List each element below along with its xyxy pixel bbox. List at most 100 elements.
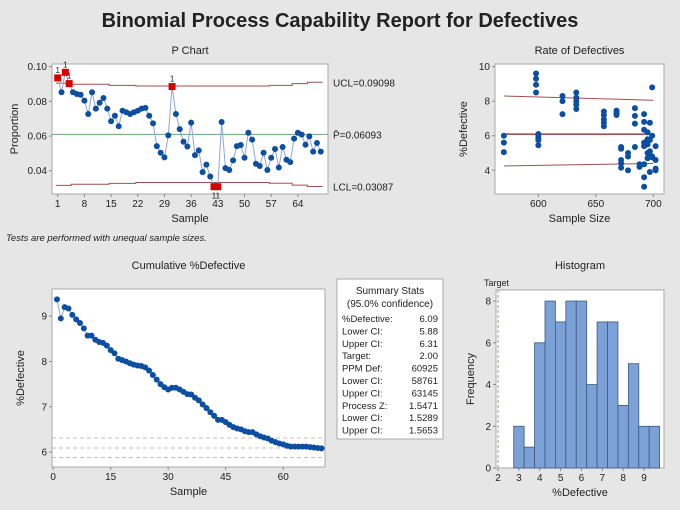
data-point [76,319,83,326]
data-point [600,111,607,118]
summary-row-value: 6.09 [420,314,439,325]
data-point [279,143,286,150]
x-tick-label: 9 [641,473,647,484]
summary-row-value: 63145 [412,388,438,399]
test-failure-label: 1 [55,66,60,75]
data-point [641,183,648,190]
data-point [636,163,643,170]
data-point [535,142,542,149]
data-point [207,173,214,180]
data-point [191,152,198,159]
y-axis-label: %Defective [458,101,470,157]
x-axis-label: Sample [170,486,207,498]
x-tick-label: 650 [587,199,604,210]
out-of-control-point [61,68,69,76]
summary-row-value: 6.31 [420,339,439,350]
data-point [652,167,659,174]
data-point [157,149,164,156]
data-point [100,95,107,102]
data-point [625,153,632,160]
data-point [58,89,65,96]
x-tick-label: 60 [278,472,290,483]
data-point [264,167,271,174]
data-point [559,92,566,99]
y-axis-label: Frequency [465,353,477,405]
x-tick-label: 30 [163,472,175,483]
data-point [226,167,233,174]
data-point [85,110,92,117]
cumulative-chart: Cumulative %Defective Sample %Defective 0 15… [15,260,326,498]
data-point [641,118,648,125]
data-point [80,325,87,332]
y-tick-label: 0.08 [28,97,48,108]
y-tick-label: 8 [484,97,490,108]
data-point [500,139,507,146]
out-of-control-point [168,83,176,91]
rate-chart: Rate of Defectives Sample Size %Defective 6… [458,45,665,225]
plot-area [494,63,665,195]
summary-title: Summary Stats [356,286,424,297]
data-point [631,120,638,127]
lcl-line [55,182,323,188]
data-point [559,98,566,105]
data-point [631,143,638,150]
data-point [146,112,153,119]
y-tick-label: 8 [485,297,491,308]
summary-stats-box: Summary Stats (95.0% confidence) %Defect… [336,278,444,440]
data-point [646,119,653,126]
data-point [652,156,659,163]
data-point [600,123,607,130]
data-point [533,70,540,77]
summary-row-label: Upper CI: [342,388,383,399]
data-point [184,143,191,150]
data-point [249,136,256,143]
lcl-label: LCL=0.03087 [333,183,394,194]
chart-title: P Chart [171,45,208,57]
data-point [287,159,294,166]
data-point [625,167,632,174]
data-point [535,137,542,144]
data-point [165,132,172,139]
histogram-bar [627,363,640,469]
data-point [500,132,507,139]
data-point [256,163,263,170]
data-point [268,154,275,161]
chart-title: Rate of Defectives [535,45,625,57]
y-tick-label: 10 [479,62,491,73]
x-tick-label: 7 [600,473,606,484]
data-point [313,139,320,146]
x-tick-label: 45 [220,472,232,483]
histogram-bar [544,300,556,469]
data-line [57,70,322,188]
data-point [108,118,115,125]
y-tick-label: 0 [485,464,491,475]
data-point [618,145,625,152]
data-point [92,105,99,112]
data-point [211,412,218,419]
data-point [69,311,76,318]
histogram-bar [534,342,546,469]
data-point [298,131,305,138]
y-tick-label: 7 [41,402,47,413]
summary-row-value: 1.5289 [409,413,438,424]
data-point [89,89,96,96]
x-tick-label: 6 [579,473,585,484]
histogram-bar [617,404,629,469]
test-failure-label: 1 [216,192,221,201]
data-point [631,112,638,119]
out-of-control-point [214,183,222,191]
data-point [500,149,507,156]
test-failure-label: 1 [170,75,175,84]
data-point [188,119,195,126]
data-point [88,332,95,339]
x-tick-label: 29 [159,199,171,210]
data-point [111,350,118,357]
data-point [73,316,80,323]
data-point [641,174,648,181]
x-tick-label: 36 [186,199,198,210]
report-title: Binomial Process Capability Report for D… [102,10,579,32]
data-point [203,161,210,168]
x-tick-label: 22 [132,199,144,210]
out-of-control-point [65,80,73,88]
x-tick-label: 700 [645,199,662,210]
